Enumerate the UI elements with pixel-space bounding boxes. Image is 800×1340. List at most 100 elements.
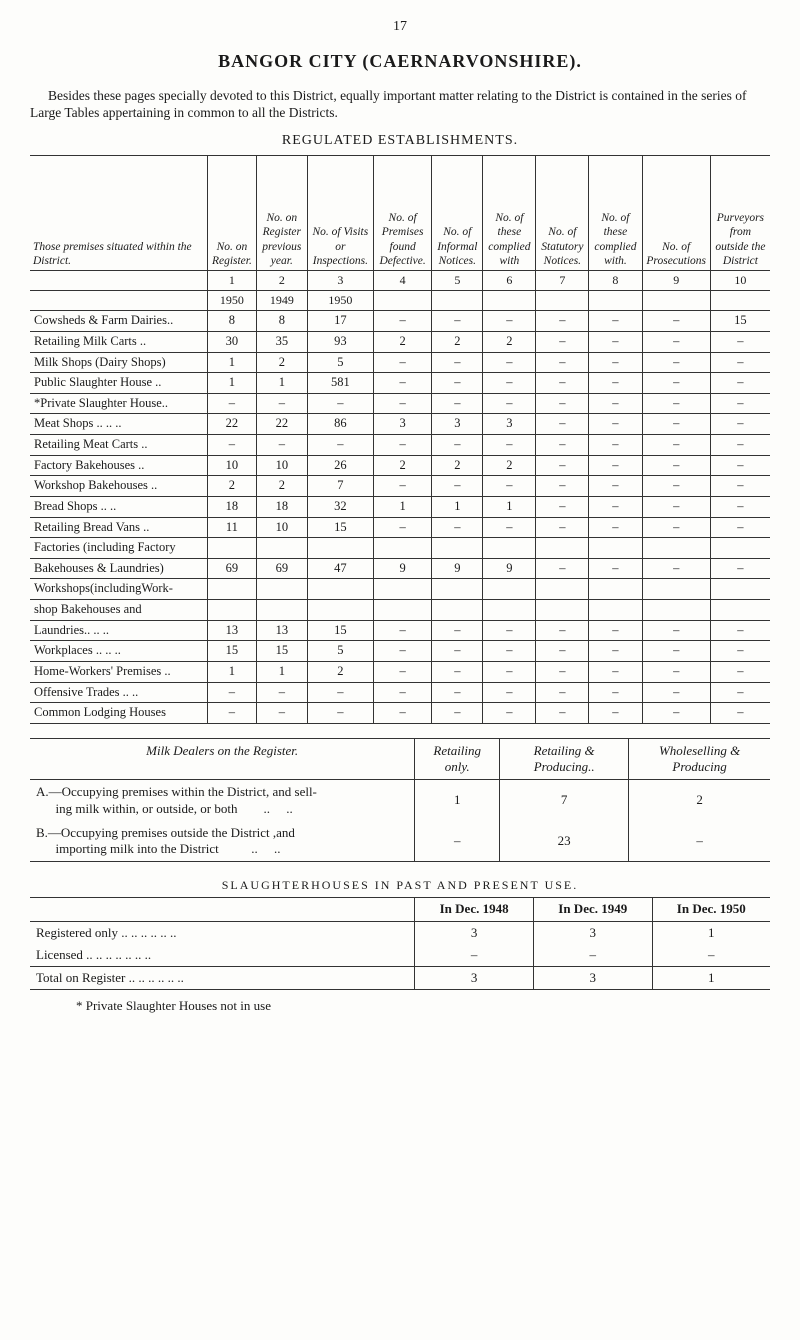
table-row-label: shop Bakehouses and bbox=[30, 600, 208, 621]
table-cell: – bbox=[589, 414, 642, 435]
table-cell: 9 bbox=[373, 558, 432, 579]
table-cell: 15 bbox=[256, 641, 307, 662]
table-cell: – bbox=[642, 435, 710, 456]
table-cell bbox=[536, 600, 589, 621]
table-cell: – bbox=[536, 496, 589, 517]
table-cell: 22 bbox=[256, 414, 307, 435]
table-cell: – bbox=[589, 703, 642, 724]
col-index bbox=[589, 291, 642, 311]
table-cell bbox=[373, 579, 432, 600]
table-cell: 93 bbox=[307, 331, 373, 352]
sl-cell: 3 bbox=[415, 921, 534, 944]
table-row-label: Retailing Meat Carts .. bbox=[30, 435, 208, 456]
slaughter-heading: SLAUGHTERHOUSES IN PAST AND PRESENT USE. bbox=[30, 878, 770, 893]
table-cell: 47 bbox=[307, 558, 373, 579]
table-cell: – bbox=[536, 517, 589, 538]
sl-cell: – bbox=[533, 944, 652, 967]
table-cell: 2 bbox=[432, 331, 483, 352]
table-cell: – bbox=[710, 414, 770, 435]
table-cell: – bbox=[373, 517, 432, 538]
table-cell: – bbox=[710, 352, 770, 373]
table-cell bbox=[307, 600, 373, 621]
table-cell: – bbox=[483, 311, 536, 332]
table-cell: – bbox=[589, 682, 642, 703]
table-cell: 15 bbox=[710, 311, 770, 332]
milk-row-label: A.—Occupying premises within the Distric… bbox=[30, 780, 415, 821]
table-row-label: Common Lodging Houses bbox=[30, 703, 208, 724]
table-cell: – bbox=[536, 352, 589, 373]
footnote: * Private Slaughter Houses not in use bbox=[30, 998, 770, 1014]
col-index bbox=[536, 291, 589, 311]
table-cell bbox=[589, 579, 642, 600]
table-row-label: Cowsheds & Farm Dairies.. bbox=[30, 311, 208, 332]
table-cell: 3 bbox=[432, 414, 483, 435]
table-cell: – bbox=[432, 373, 483, 394]
table-cell: 8 bbox=[256, 311, 307, 332]
slaughterhouses-table: In Dec. 1948 In Dec. 1949 In Dec. 1950 R… bbox=[30, 897, 770, 990]
table-cell: 8 bbox=[208, 311, 257, 332]
table-cell: – bbox=[483, 352, 536, 373]
table-cell: 15 bbox=[307, 517, 373, 538]
table-cell: 1 bbox=[256, 661, 307, 682]
table-cell: – bbox=[589, 641, 642, 662]
table-cell: – bbox=[483, 373, 536, 394]
rowhead-label: Those premises situated within the Distr… bbox=[30, 156, 208, 271]
table-cell: – bbox=[256, 703, 307, 724]
table-cell: 30 bbox=[208, 331, 257, 352]
table-cell: 69 bbox=[256, 558, 307, 579]
table-cell: – bbox=[536, 311, 589, 332]
table-row-label: Offensive Trades .. .. bbox=[30, 682, 208, 703]
table-cell: – bbox=[536, 373, 589, 394]
table-cell: – bbox=[642, 352, 710, 373]
table-cell bbox=[256, 538, 307, 559]
table-cell: – bbox=[589, 311, 642, 332]
table-cell: 3 bbox=[373, 414, 432, 435]
table-cell: – bbox=[536, 641, 589, 662]
table-cell: – bbox=[432, 393, 483, 414]
milk-col-2: Retailing & Producing.. bbox=[500, 738, 629, 780]
col-index: 1949 bbox=[256, 291, 307, 311]
table-cell: – bbox=[589, 558, 642, 579]
col-index: 1950 bbox=[208, 291, 257, 311]
table-cell: – bbox=[589, 393, 642, 414]
col-index: 4 bbox=[373, 271, 432, 291]
table-cell: – bbox=[483, 661, 536, 682]
table-cell: 2 bbox=[256, 352, 307, 373]
table-cell: 5 bbox=[307, 641, 373, 662]
table-cell: – bbox=[642, 620, 710, 641]
table-cell: – bbox=[483, 682, 536, 703]
table-cell: 2 bbox=[432, 455, 483, 476]
table-row-label: Bakehouses & Laundries) bbox=[30, 558, 208, 579]
regulated-heading: REGULATED ESTABLISHMENTS. bbox=[30, 132, 770, 150]
table-cell: – bbox=[589, 455, 642, 476]
table-cell: – bbox=[642, 517, 710, 538]
table-cell: 1 bbox=[256, 373, 307, 394]
table-cell: – bbox=[483, 476, 536, 497]
table-row-label: Workshops(includingWork- bbox=[30, 579, 208, 600]
milk-cell: 2 bbox=[629, 780, 770, 821]
table-row-label: Public Slaughter House .. bbox=[30, 373, 208, 394]
table-cell: – bbox=[256, 393, 307, 414]
table-cell: – bbox=[208, 682, 257, 703]
table-row-label: Retailing Milk Carts .. bbox=[30, 331, 208, 352]
table-cell bbox=[307, 579, 373, 600]
sl-col-1: In Dec. 1948 bbox=[415, 898, 534, 921]
blank-cell bbox=[30, 271, 208, 291]
table-cell: – bbox=[710, 517, 770, 538]
table-cell: – bbox=[373, 435, 432, 456]
table-cell: – bbox=[483, 641, 536, 662]
table-cell bbox=[432, 600, 483, 621]
table-cell bbox=[536, 579, 589, 600]
table-cell: – bbox=[432, 661, 483, 682]
table-cell: – bbox=[589, 331, 642, 352]
table-cell: 17 bbox=[307, 311, 373, 332]
table-cell: – bbox=[536, 661, 589, 682]
table-cell bbox=[536, 538, 589, 559]
table-cell: – bbox=[536, 393, 589, 414]
table-cell: 3 bbox=[483, 414, 536, 435]
milk-cell: – bbox=[415, 821, 500, 862]
table-cell: – bbox=[373, 373, 432, 394]
table-cell: 2 bbox=[208, 476, 257, 497]
col-header: No. of Premises found Defective. bbox=[373, 156, 432, 271]
table-cell: – bbox=[710, 476, 770, 497]
